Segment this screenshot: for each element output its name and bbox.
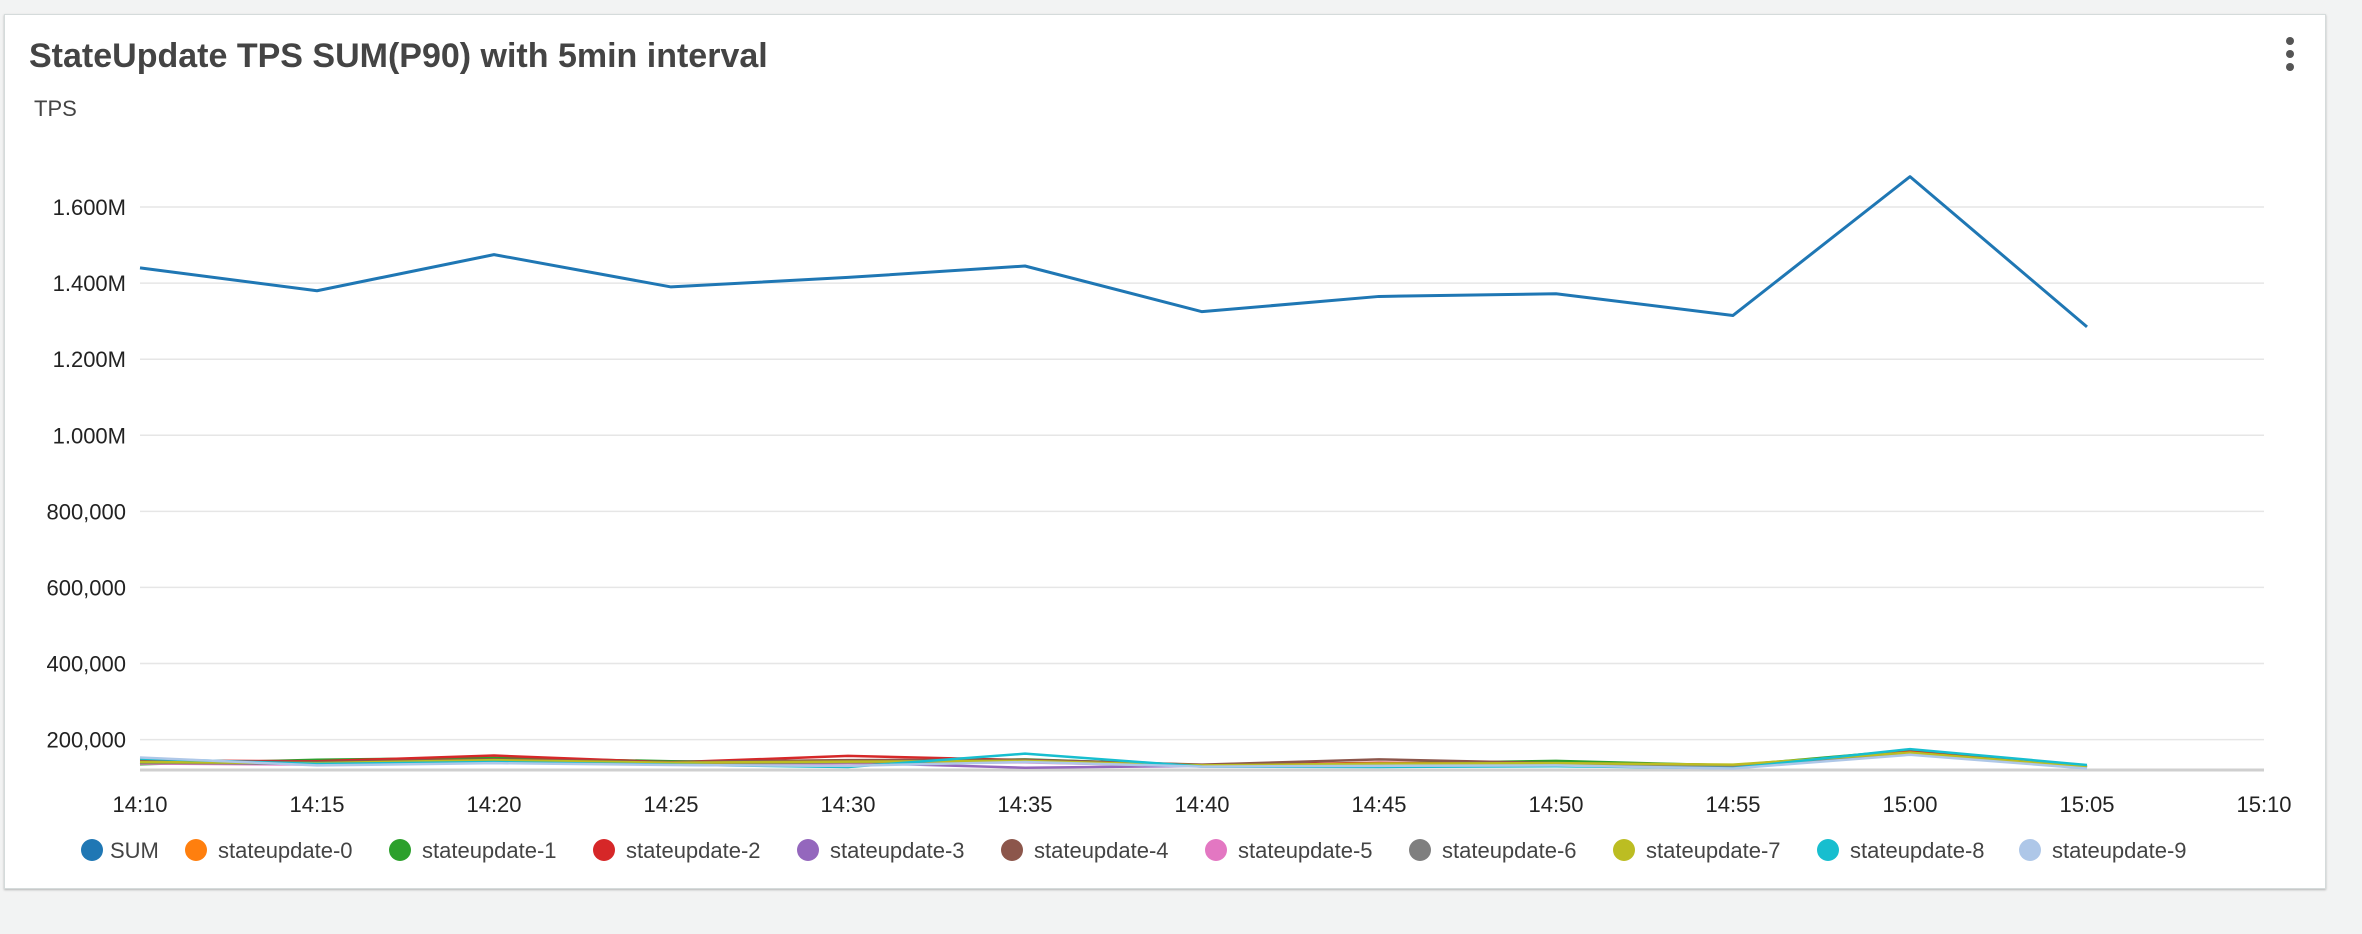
legend-swatch [1205,839,1227,861]
series-line-sum[interactable] [139,175,2088,329]
legend-item-stateupdate-5[interactable]: stateupdate-5 [1205,838,1373,863]
x-tick-label: 14:35 [997,792,1052,817]
metric-widget: StateUpdate TPS SUM(P90) with 5min inter… [4,14,2326,889]
x-tick-label: 15:05 [2059,792,2114,817]
y-tick-label: 200,000 [46,728,126,753]
legend-swatch [797,839,819,861]
legend-label: stateupdate-3 [830,838,965,863]
legend-label: stateupdate-9 [2052,838,2187,863]
x-tick-label: 15:10 [2236,792,2291,817]
x-tick-label: 15:00 [1882,792,1937,817]
legend-swatch [593,839,615,861]
legend-item-stateupdate-7[interactable]: stateupdate-7 [1613,838,1781,863]
legend-label: stateupdate-6 [1442,838,1577,863]
legend-item-sum[interactable]: SUM [81,838,159,863]
legend-swatch [1409,839,1431,861]
legend-swatch [1817,839,1839,861]
y-tick-label: 1.000M [53,423,126,448]
x-tick-label: 14:45 [1351,792,1406,817]
legend-swatch [185,839,207,861]
legend-item-stateupdate-0[interactable]: stateupdate-0 [185,838,353,863]
legend-label: SUM [110,838,159,863]
legend-label: stateupdate-7 [1646,838,1781,863]
legend-item-stateupdate-2[interactable]: stateupdate-2 [593,838,761,863]
legend-label: stateupdate-0 [218,838,353,863]
more-vertical-icon[interactable] [2279,35,2299,75]
y-tick-label: 1.600M [53,195,126,220]
legend-item-stateupdate-6[interactable]: stateupdate-6 [1409,838,1577,863]
legend-item-stateupdate-8[interactable]: stateupdate-8 [1817,838,1985,863]
y-tick-label: 400,000 [46,651,126,676]
legend-item-stateupdate-3[interactable]: stateupdate-3 [797,838,965,863]
legend-swatch [389,839,411,861]
x-tick-label: 14:25 [643,792,698,817]
legend-label: stateupdate-8 [1850,838,1985,863]
legend-label: stateupdate-1 [422,838,557,863]
legend-label: stateupdate-5 [1238,838,1373,863]
legend-item-stateupdate-1[interactable]: stateupdate-1 [389,838,557,863]
legend-swatch [2019,839,2041,861]
y-tick-label: 1.400M [53,271,126,296]
legend-label: stateupdate-4 [1034,838,1169,863]
x-tick-label: 14:30 [820,792,875,817]
x-tick-label: 14:15 [289,792,344,817]
y-tick-label: 1.200M [53,347,126,372]
x-tick-label: 14:50 [1528,792,1583,817]
legend-swatch [1613,839,1635,861]
x-tick-label: 14:40 [1174,792,1229,817]
x-tick-label: 14:20 [466,792,521,817]
legend-item-stateupdate-9[interactable]: stateupdate-9 [2019,838,2187,863]
series-line-stateupdate-9[interactable] [139,753,2088,770]
x-tick-label: 14:55 [1705,792,1760,817]
legend-item-stateupdate-4[interactable]: stateupdate-4 [1001,838,1169,863]
widget-title: StateUpdate TPS SUM(P90) with 5min inter… [29,37,768,75]
y-tick-label: 600,000 [46,575,126,600]
x-tick-label: 14:10 [112,792,167,817]
y-axis-label: TPS [34,96,77,121]
legend-label: stateupdate-2 [626,838,761,863]
y-tick-label: 800,000 [46,499,126,524]
legend-swatch [1001,839,1023,861]
legend-swatch [81,839,103,861]
